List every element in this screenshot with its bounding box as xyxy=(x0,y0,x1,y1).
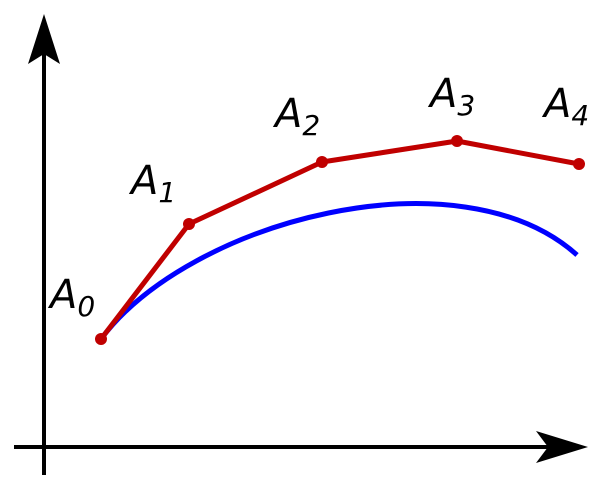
node-label: A0 xyxy=(47,272,95,323)
node-label: A2 xyxy=(272,91,320,142)
label-subscript: 4 xyxy=(571,99,589,132)
control-point xyxy=(95,333,107,345)
label-letter: A xyxy=(427,71,457,117)
control-point xyxy=(573,158,585,170)
curve xyxy=(98,201,579,341)
control-points xyxy=(95,135,585,345)
label-letter: A xyxy=(47,272,77,318)
node-label: A3 xyxy=(427,71,475,122)
y-axis-arrow xyxy=(28,14,60,64)
node-label: A1 xyxy=(128,158,176,209)
control-point xyxy=(316,156,328,168)
label-subscript: 3 xyxy=(457,89,475,122)
control-point xyxy=(183,218,195,230)
node-label: A4 xyxy=(541,81,589,132)
label-subscript: 1 xyxy=(158,176,176,209)
label-letter: A xyxy=(272,91,302,137)
x-axis-arrow xyxy=(536,431,588,463)
control-point xyxy=(451,135,463,147)
control-polygon xyxy=(99,138,580,341)
label-letter: A xyxy=(541,81,571,127)
label-letter: A xyxy=(128,158,158,204)
label-subscript: 2 xyxy=(302,109,320,142)
label-subscript: 0 xyxy=(77,290,95,323)
